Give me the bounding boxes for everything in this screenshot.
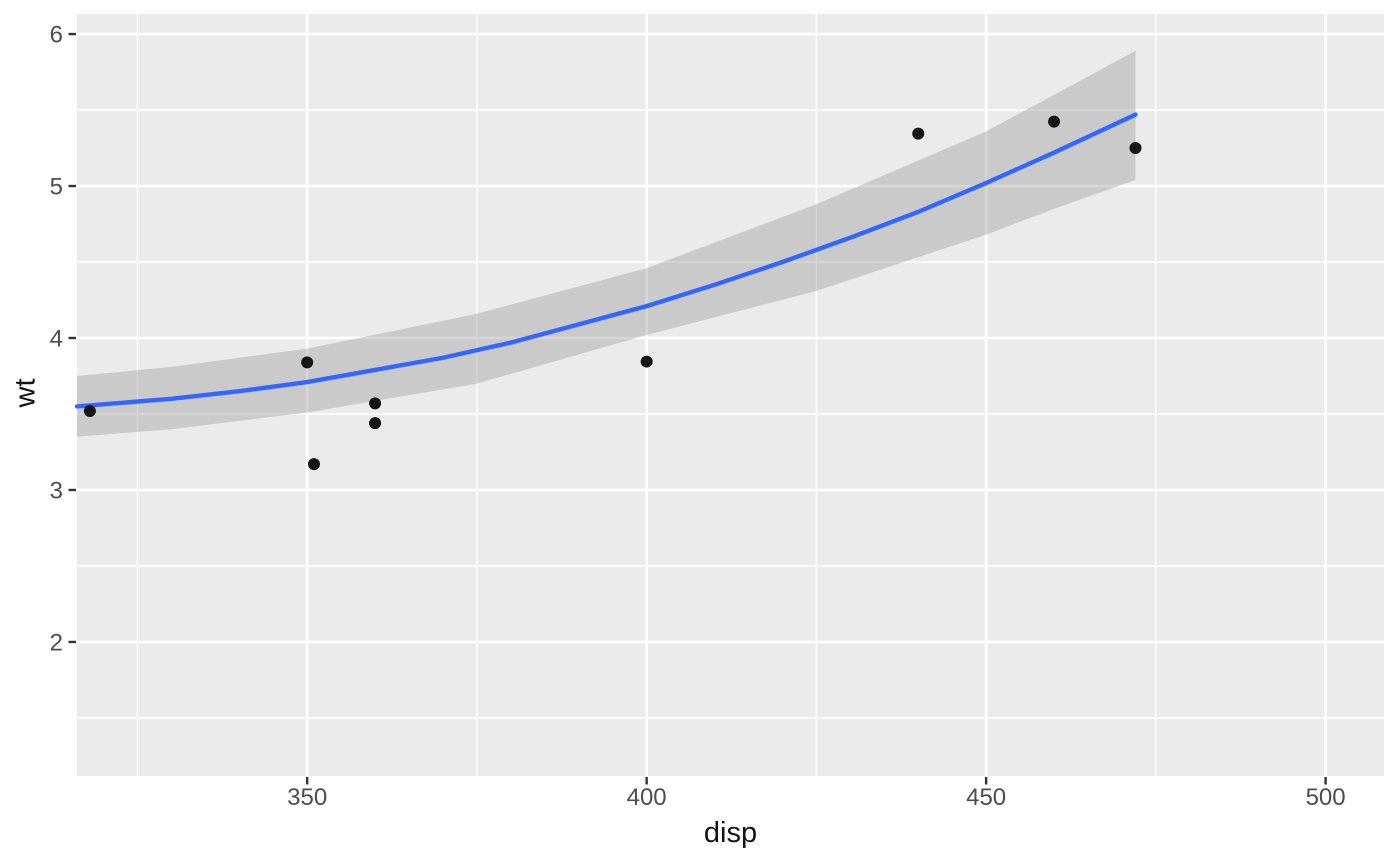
x-axis-title: disp (703, 817, 758, 849)
data-point (301, 356, 314, 369)
y-tick-label: 5 (50, 174, 63, 201)
data-point (912, 127, 925, 140)
y-axis-title: wt (9, 378, 42, 408)
y-tick-label: 4 (50, 326, 63, 353)
y-tick-label: 2 (50, 629, 63, 656)
data-point (307, 458, 320, 471)
data-point (1129, 142, 1142, 155)
x-tick-label: 500 (1306, 784, 1346, 811)
data-point (640, 355, 653, 368)
x-tick-label: 350 (287, 784, 327, 811)
y-tick-label: 6 (50, 22, 63, 49)
y-tick-label: 3 (50, 477, 63, 504)
plot-panel (77, 14, 1384, 776)
x-tick-label: 400 (627, 784, 667, 811)
smooth-line (74, 112, 1138, 409)
data-point (1048, 115, 1061, 128)
data-point (83, 404, 96, 417)
data-point (369, 397, 382, 410)
x-tick-label: 450 (966, 784, 1006, 811)
data-point (369, 417, 382, 430)
